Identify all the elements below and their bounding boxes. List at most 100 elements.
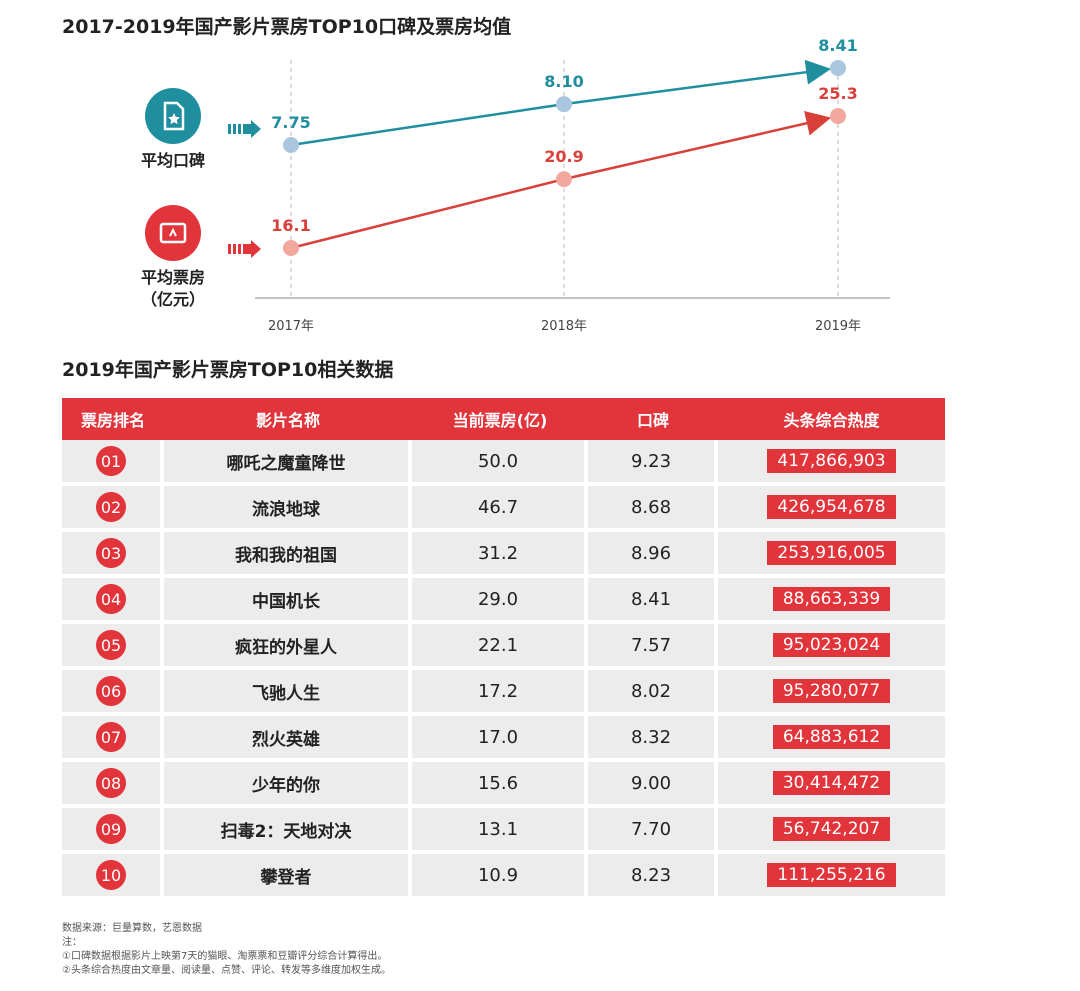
movie-name: 扫毒2：天地对决	[164, 808, 412, 854]
movie-name: 流浪地球	[164, 486, 412, 532]
rating-arrow-icon	[228, 120, 261, 138]
movie-name: 攀登者	[164, 854, 412, 900]
boxoffice-value: 10.9	[412, 854, 588, 900]
rank-badge: 09	[96, 814, 126, 844]
rank-badge: 03	[96, 538, 126, 568]
data-point	[283, 137, 299, 153]
heat-value: 417,866,903	[767, 449, 896, 473]
x-tick-label: 2019年	[815, 319, 861, 334]
movie-name: 烈火英雄	[164, 716, 412, 762]
data-label: 8.41	[818, 36, 857, 55]
rank-badge: 01	[96, 446, 126, 476]
data-table: 票房排名 影片名称 当前票房(亿) 口碑 头条综合热度 01 哪吒之魔童降世 50.…	[62, 398, 945, 900]
table-row: 09 扫毒2：天地对决 13.1 7.70 56,742,207	[62, 808, 945, 854]
data-label: 25.3	[818, 84, 857, 103]
movie-name: 中国机长	[164, 578, 412, 624]
data-label: 16.1	[271, 216, 310, 235]
data-point	[556, 171, 572, 188]
table-row: 02 流浪地球 46.7 8.68 426,954,678	[62, 486, 945, 532]
rank-cell: 06	[62, 670, 164, 716]
rank-cell: 02	[62, 486, 164, 532]
heat-value: 111,255,216	[767, 863, 896, 887]
table-row: 03 我和我的祖国 31.2 8.96 253,916,005	[62, 532, 945, 578]
legend-boxoffice: 平均票房 （亿元）	[128, 205, 218, 311]
legend-boxoffice-line1: 平均票房	[140, 268, 205, 287]
boxoffice-value: 22.1	[412, 624, 588, 670]
movie-name: 少年的你	[164, 762, 412, 808]
boxoffice-value: 15.6	[412, 762, 588, 808]
series-line-segment	[290, 177, 565, 250]
heat-value: 95,023,024	[772, 633, 891, 657]
chart-title: 2017-2019年国产影片票房TOP10口碑及票房均值	[62, 16, 512, 38]
rank-cell: 09	[62, 808, 164, 854]
rank-badge: 04	[96, 584, 126, 614]
table-row: 05 疯狂的外星人 22.1 7.57 95,023,024	[62, 624, 945, 670]
rating-value: 9.00	[588, 762, 718, 808]
table-row: 01 哪吒之魔童降世 50.0 9.23 417,866,903	[62, 440, 945, 486]
header-rank: 票房排名	[80, 411, 145, 430]
rating-value: 9.23	[588, 440, 718, 486]
legend-rating: 平均口碑	[128, 88, 218, 172]
header-rating: 口碑	[636, 411, 669, 430]
movie-name: 飞驰人生	[164, 670, 412, 716]
line-chart: 7.75 8.10 8.41 16.1 20.9 25.3 2017年 2018年 2019年	[255, 36, 890, 334]
table-row: 10 攀登者 10.9 8.23 111,255,216	[62, 854, 945, 900]
footnotes: 数据来源：巨量算数，艺恩数据 注： ①口碑数据根据影片上映第7天的猫眼、淘票票和…	[62, 922, 391, 978]
heat-value: 56,742,207	[772, 817, 891, 841]
x-tick-label: 2017年	[268, 319, 314, 334]
rating-value: 8.32	[588, 716, 718, 762]
rating-value: 8.23	[588, 854, 718, 900]
rank-cell: 07	[62, 716, 164, 762]
source-note: 数据来源：巨量算数，艺恩数据	[62, 923, 202, 934]
note-2: ②头条综合热度由文章量、阅读量、点赞、评论、转发等多维度加权生成。	[62, 965, 391, 976]
boxoffice-value: 13.1	[412, 808, 588, 854]
rank-badge: 06	[96, 676, 126, 706]
table-row: 06 飞驰人生 17.2 8.02 95,280,077	[62, 670, 945, 716]
x-tick-label: 2018年	[541, 319, 587, 334]
rank-badge: 08	[96, 768, 126, 798]
rating-value: 8.96	[588, 532, 718, 578]
heat-cell: 426,954,678	[718, 486, 945, 532]
heat-value: 64,883,612	[772, 725, 891, 749]
rank-badge: 07	[96, 722, 126, 752]
heat-cell: 88,663,339	[718, 578, 945, 624]
table-row: 07 烈火英雄 17.0 8.32 64,883,612	[62, 716, 945, 762]
data-point	[830, 108, 846, 124]
heat-cell: 253,916,005	[718, 532, 945, 578]
data-point	[830, 60, 846, 76]
heat-value: 426,954,678	[767, 495, 896, 519]
data-label: 20.9	[544, 147, 583, 166]
boxoffice-value: 46.7	[412, 486, 588, 532]
rank-cell: 01	[62, 440, 164, 486]
rating-value: 7.70	[588, 808, 718, 854]
heat-cell: 56,742,207	[718, 808, 945, 854]
series-line-segment	[563, 59, 832, 106]
rating-value: 8.41	[588, 578, 718, 624]
heat-cell: 111,255,216	[718, 854, 945, 900]
rating-value: 8.68	[588, 486, 718, 532]
note-1: ①口碑数据根据影片上映第7天的猫眼、淘票票和豆瓣评分综合计算得出。	[62, 951, 388, 962]
heat-cell: 64,883,612	[718, 716, 945, 762]
series-line-segment	[290, 102, 565, 147]
table-row: 08 少年的你 15.6 9.00 30,414,472	[62, 762, 945, 808]
ticket-icon	[145, 205, 201, 261]
rank-cell: 05	[62, 624, 164, 670]
rating-value: 8.02	[588, 670, 718, 716]
table-title: 2019年国产影片票房TOP10相关数据	[62, 359, 394, 381]
boxoffice-arrow-icon	[228, 240, 261, 258]
heat-value: 253,916,005	[767, 541, 896, 565]
document-star-icon	[145, 88, 201, 144]
heat-cell: 30,414,472	[718, 762, 945, 808]
movie-name: 哪吒之魔童降世	[164, 440, 412, 486]
data-point	[556, 96, 572, 113]
table-row: 04 中国机长 29.0 8.41 88,663,339	[62, 578, 945, 624]
rank-cell: 10	[62, 854, 164, 900]
note-label: 注：	[62, 937, 82, 948]
legend-boxoffice-label: 平均票房 （亿元）	[128, 267, 218, 311]
table-body: 01 哪吒之魔童降世 50.0 9.23 417,866,903 02 流浪地球 46.7 8.…	[62, 440, 945, 900]
data-point	[283, 240, 299, 256]
heat-value: 88,663,339	[772, 587, 891, 611]
heat-cell: 95,280,077	[718, 670, 945, 716]
header-name: 影片名称	[255, 411, 320, 430]
boxoffice-value: 17.2	[412, 670, 588, 716]
